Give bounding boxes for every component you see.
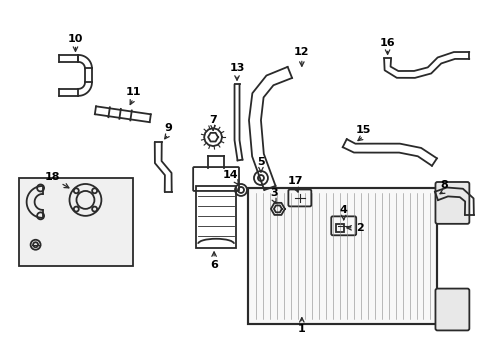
- Text: 3: 3: [269, 188, 277, 198]
- Text: 2: 2: [355, 223, 363, 233]
- Text: 11: 11: [125, 87, 141, 97]
- FancyBboxPatch shape: [435, 289, 468, 330]
- Text: 4: 4: [339, 205, 347, 215]
- Text: 17: 17: [287, 176, 303, 186]
- Text: 6: 6: [210, 260, 218, 270]
- Text: 13: 13: [229, 63, 244, 73]
- FancyBboxPatch shape: [435, 182, 468, 224]
- Bar: [247, 188, 437, 324]
- Text: 10: 10: [68, 33, 83, 44]
- Text: 8: 8: [440, 180, 447, 190]
- Text: 15: 15: [355, 125, 370, 135]
- Text: 12: 12: [293, 48, 309, 58]
- Text: 1: 1: [297, 324, 305, 334]
- Text: 16: 16: [379, 37, 395, 48]
- Text: 14: 14: [222, 170, 237, 180]
- Text: 7: 7: [209, 115, 217, 125]
- Text: 9: 9: [164, 123, 172, 133]
- Bar: [335, 224, 343, 232]
- Bar: [196, 186, 236, 248]
- Text: 5: 5: [257, 157, 264, 167]
- Bar: [19, 178, 133, 266]
- Text: 18: 18: [45, 172, 60, 182]
